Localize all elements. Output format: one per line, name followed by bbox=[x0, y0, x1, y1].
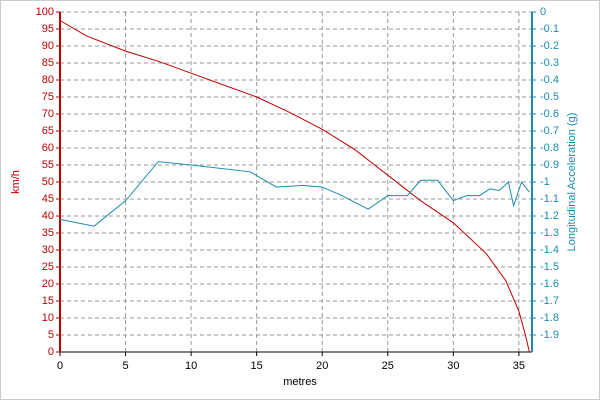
y2-tick-label: -1 bbox=[540, 176, 550, 188]
x-tick-label: 30 bbox=[447, 360, 459, 372]
y2-axis-label: Longitudinal Acceleration (g) bbox=[566, 113, 578, 252]
series-line bbox=[59, 20, 530, 353]
y-tick-label: 35 bbox=[42, 227, 54, 239]
y-axis-label: km/h bbox=[10, 170, 22, 194]
y2-tick-label: -1.8 bbox=[540, 312, 559, 324]
y-tick-label: 100 bbox=[36, 6, 54, 18]
y2-tick-label: -1.9 bbox=[540, 329, 559, 341]
y2-tick-label: -0.2 bbox=[540, 40, 559, 52]
y2-tick-label: -0.3 bbox=[540, 57, 559, 69]
y2-tick-label: -1.6 bbox=[540, 278, 559, 290]
x-tick-label: 25 bbox=[382, 360, 394, 372]
y-tick-label: 20 bbox=[42, 278, 54, 290]
y2-tick-label: -0.1 bbox=[540, 23, 559, 35]
y2-tick-label: -1.5 bbox=[540, 261, 559, 273]
y-tick-label: 10 bbox=[42, 312, 54, 324]
y-tick-label: 70 bbox=[42, 108, 54, 120]
series-line bbox=[59, 161, 530, 227]
y-tick-label: 45 bbox=[42, 193, 54, 205]
x-tick-label: 10 bbox=[185, 360, 197, 372]
x-tick-label: 35 bbox=[513, 360, 525, 372]
y-tick-label: 55 bbox=[42, 159, 54, 171]
x-tick-label: 5 bbox=[122, 360, 128, 372]
y-tick-label: 40 bbox=[42, 210, 54, 222]
y2-tick-label: -1.7 bbox=[540, 295, 559, 307]
y2-tick-label: -0.4 bbox=[540, 74, 559, 86]
y2-tick-label: -0.8 bbox=[540, 142, 559, 154]
y-tick-label: 0 bbox=[48, 346, 54, 358]
y-tick-label: 65 bbox=[42, 125, 54, 137]
y2-tick-label: -1.1 bbox=[540, 193, 559, 205]
y2-tick-label: -0.9 bbox=[540, 159, 559, 171]
y2-tick-label: -1.3 bbox=[540, 227, 559, 239]
y2-tick-label: -0.6 bbox=[540, 108, 559, 120]
y-tick-label: 75 bbox=[42, 91, 54, 103]
y-tick-label: 85 bbox=[42, 57, 54, 69]
y2-tick-label: 0 bbox=[540, 6, 546, 18]
y-tick-label: 25 bbox=[42, 261, 54, 273]
x-tick-label: 20 bbox=[316, 360, 328, 372]
y2-tick-label: -0.7 bbox=[540, 125, 559, 137]
y-tick-label: 60 bbox=[42, 142, 54, 154]
x-axis-label: metres bbox=[283, 376, 317, 388]
x-tick-label: 0 bbox=[57, 360, 63, 372]
y-tick-label: 95 bbox=[42, 23, 54, 35]
y2-tick-label: -1.4 bbox=[540, 244, 559, 256]
y-tick-label: 80 bbox=[42, 74, 54, 86]
y2-tick-label: -0.5 bbox=[540, 91, 559, 103]
x-tick-label: 15 bbox=[251, 360, 263, 372]
y-tick-label: 50 bbox=[42, 176, 54, 188]
y-tick-label: 5 bbox=[48, 329, 54, 341]
y-tick-label: 15 bbox=[42, 295, 54, 307]
y-tick-label: 90 bbox=[42, 40, 54, 52]
y-tick-label: 30 bbox=[42, 244, 54, 256]
y2-tick-label: -1.2 bbox=[540, 210, 559, 222]
